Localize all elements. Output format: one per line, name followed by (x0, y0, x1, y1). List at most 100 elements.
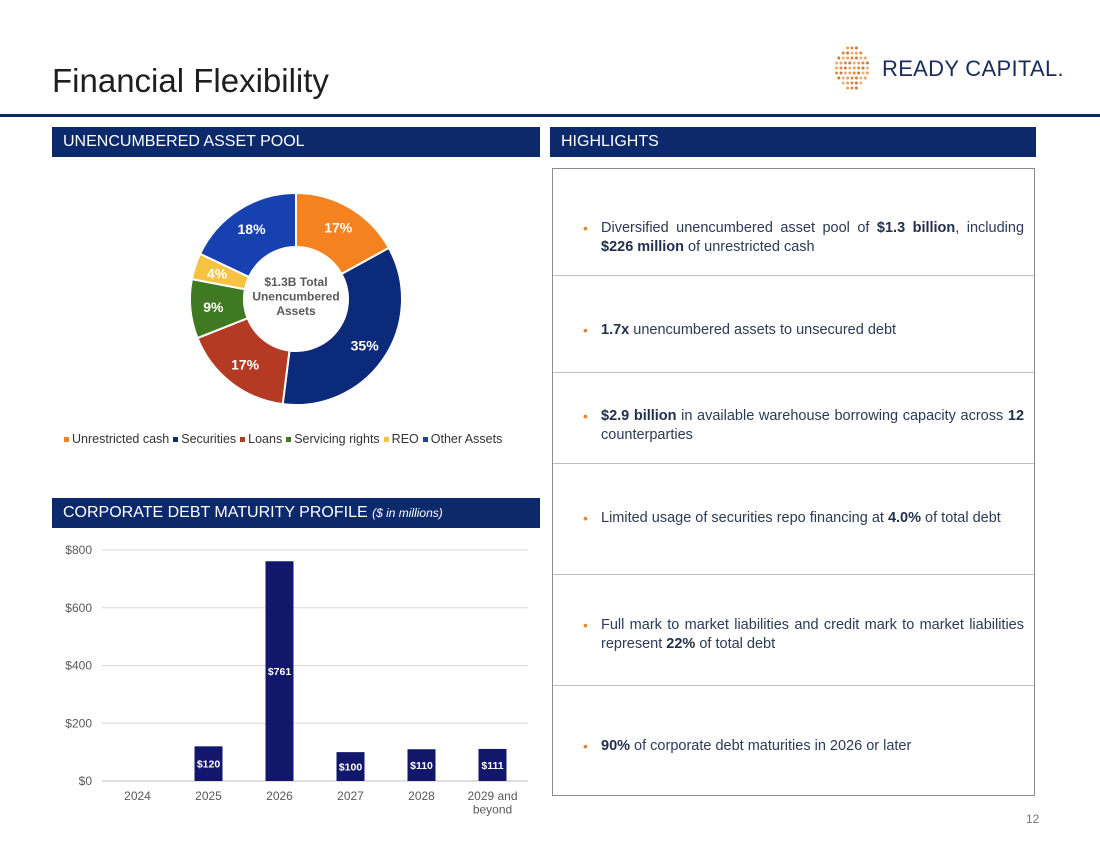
bar-data-label: $761 (268, 666, 292, 678)
logo-dot (843, 71, 847, 75)
asset-pool-legend: Unrestricted cash Securities Loans Servicin… (64, 432, 544, 446)
logo-dot (854, 76, 858, 80)
logo-dot (835, 66, 839, 70)
legend-item-unrestricted-cash: Unrestricted cash (64, 432, 169, 446)
highlight-span: of unrestricted cash (684, 239, 815, 255)
logo-dot (843, 66, 847, 70)
y-tick-label: $800 (65, 543, 92, 557)
highlight-span: Diversified unencumbered asset pool of (601, 220, 877, 236)
header-rule (0, 114, 1100, 117)
highlight-row: • $2.9 billion in available warehouse bor… (553, 373, 1034, 464)
legend-item-securities: Securities (173, 432, 236, 446)
logo-dot (848, 66, 852, 70)
bullet-icon: • (583, 510, 588, 526)
y-tick-label: $0 (79, 774, 93, 788)
logo-dot (857, 71, 861, 75)
logo-dot (854, 86, 858, 90)
logo-dot (841, 81, 845, 85)
highlight-text: Full mark to market liabilities and cred… (601, 616, 1024, 654)
x-tick-label: 2025 (195, 789, 222, 803)
debt-maturity-header-text: CORPORATE DEBT MATURITY PROFILE (63, 504, 368, 521)
highlight-text: 90% of corporate debt maturities in 2026… (601, 737, 1024, 756)
logo-dot (850, 46, 854, 50)
legend-label: Other Assets (430, 432, 503, 446)
y-tick-label: $600 (65, 601, 92, 615)
logo-dot (850, 56, 854, 60)
x-tick-label: 2029 and (467, 789, 517, 803)
logo-dot (835, 71, 839, 75)
bullet-icon: • (583, 220, 588, 236)
donut-slice-label: 9% (203, 299, 224, 315)
debt-maturity-header: CORPORATE DEBT MATURITY PROFILE ($ in mi… (52, 498, 540, 528)
donut-slice-label: 17% (324, 220, 353, 236)
logo-dot (859, 76, 863, 80)
debt-maturity-header-note: ($ in millions) (372, 506, 443, 520)
logo-dot (854, 51, 858, 55)
highlight-emphasis: 22% (666, 636, 696, 652)
highlight-text: Diversified unencumbered asset pool of $… (601, 219, 1024, 257)
bullet-icon: • (583, 322, 588, 338)
highlight-span: , including (955, 220, 1025, 236)
logo-dot (859, 51, 863, 55)
logo-dot (841, 56, 845, 60)
highlight-span: of total debt (695, 636, 776, 652)
logo-dot (852, 61, 856, 65)
highlight-text: 1.7x unencumbered assets to unsecured de… (601, 321, 1024, 340)
logo-dot (841, 76, 845, 80)
highlight-emphasis: $2.9 billion (601, 408, 677, 424)
legend-swatch (383, 437, 389, 443)
logo-dot (848, 61, 852, 65)
legend-item-loans: Loans (240, 432, 282, 446)
highlight-span: unencumbered assets to unsecured debt (629, 322, 897, 338)
highlight-row: • Limited usage of securities repo financ… (553, 464, 1034, 575)
page-number: 12 (1026, 812, 1040, 826)
bar-data-label: $110 (410, 760, 433, 772)
x-tick-label: beyond (473, 803, 512, 817)
ready-capital-mark-icon (835, 46, 869, 90)
donut-slice-label: 17% (231, 357, 260, 373)
highlight-emphasis: $226 million (601, 239, 685, 255)
donut-slice-label: 18% (238, 221, 267, 237)
highlight-text: Limited usage of securities repo financi… (601, 509, 1024, 528)
asset-pool-donut-chart: 17% 35% 17% 9% 4% 18% $1.3B TotalUnencumberedA… (189, 191, 403, 406)
logo-dot (854, 56, 858, 60)
logo-dot (839, 66, 843, 70)
logo-dot (846, 81, 850, 85)
highlight-row: • Diversified unencumbered asset pool of … (553, 169, 1034, 276)
highlight-span: Full mark to market liabilities and cred… (601, 617, 1024, 652)
debt-maturity-bar-chart: $0 $200 $400 $600 $800 2024 $120 2025 $761 2026 $1… (65, 543, 528, 817)
asset-pool-header-text: UNENCUMBERED ASSET POOL (63, 133, 305, 150)
legend-swatch (286, 437, 292, 443)
bar-2029-and-beyond (478, 748, 507, 781)
logo-dot (852, 66, 856, 70)
y-tick-label: $400 (65, 659, 92, 673)
bullet-icon: • (583, 738, 588, 754)
highlights-header-text: HIGHLIGHTS (561, 133, 659, 150)
highlight-span: of corporate debt maturities in 2026 or … (630, 738, 912, 754)
logo-dot (865, 71, 869, 75)
legend-label: Servicing rights (294, 432, 380, 446)
donut-center-label: $1.3B Total (264, 275, 327, 289)
logo-dot (846, 46, 850, 50)
logo-dot (850, 86, 854, 90)
logo-dot (837, 56, 841, 60)
logo-dot (861, 61, 865, 65)
legend-label: Unrestricted cash (72, 432, 170, 446)
donut-center-label: Unencumbered (252, 290, 339, 304)
x-tick-label: 2024 (124, 789, 151, 803)
highlight-emphasis: 4.0% (887, 510, 922, 526)
logo-dot (865, 66, 869, 70)
legend-label: Loans (248, 432, 283, 446)
legend-item-other-assets: Other Assets (422, 432, 503, 446)
bar-2026 (265, 561, 294, 781)
logo-dot (839, 71, 843, 75)
donut-slice-securities (281, 246, 403, 406)
highlight-span: counterparties (601, 427, 693, 443)
highlight-span: of total debt (921, 510, 1001, 526)
highlight-span: Limited usage of securities repo financi… (601, 510, 888, 526)
logo-dot (857, 66, 861, 70)
logo-dot (846, 51, 850, 55)
logo-dot (839, 61, 843, 65)
donut-slice-other-assets (198, 191, 297, 279)
logo-dot (861, 71, 865, 75)
